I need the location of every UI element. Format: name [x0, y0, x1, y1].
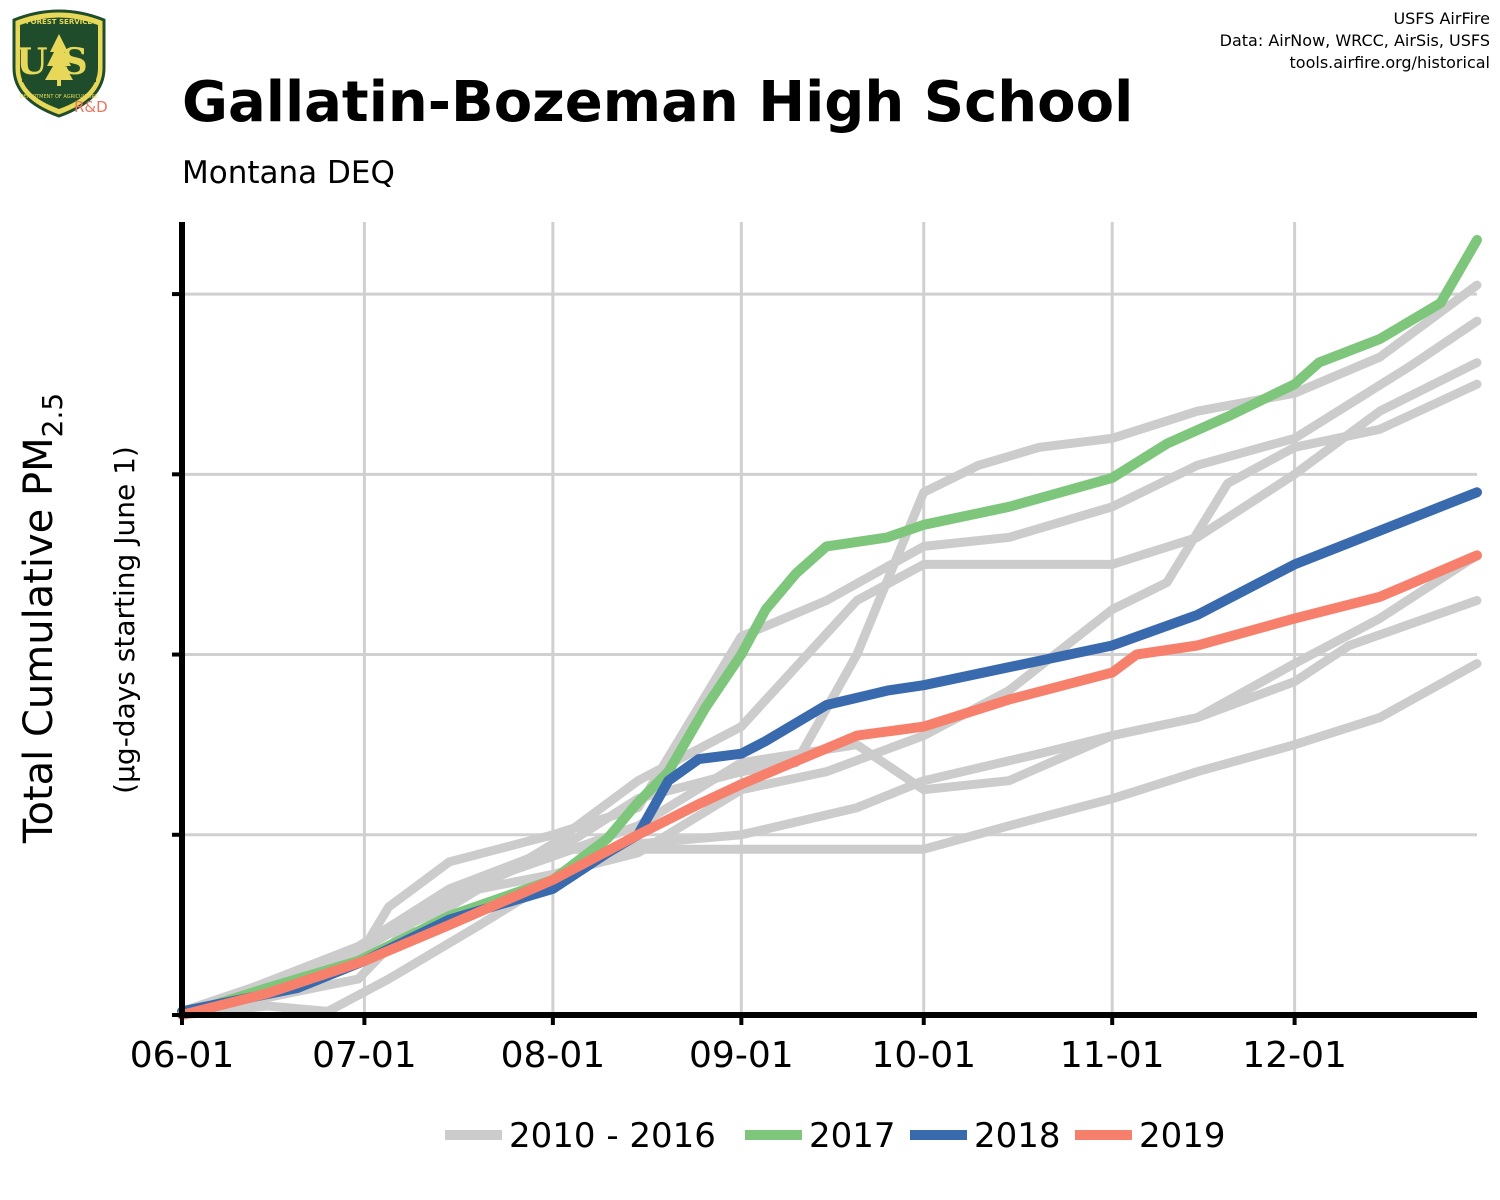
chart-subtitle: Montana DEQ — [182, 155, 395, 191]
series-line-historical — [177, 316, 1482, 1020]
legend-label: 2017 — [809, 1116, 896, 1156]
legend-label: 2010 - 2016 — [509, 1116, 716, 1156]
series-line-2019 — [177, 550, 1482, 1020]
y-axis-title: Total Cumulative PM2.5 — [16, 393, 69, 844]
logo-tag: R&D — [74, 98, 108, 116]
x-tick-label: 07-01 — [312, 1035, 417, 1076]
y-axis-label: Total Cumulative PM2.5 (µg-days starting … — [16, 393, 141, 844]
legend-label: 2018 — [974, 1116, 1061, 1156]
chart-title: Gallatin-Bozeman High School — [182, 70, 1134, 135]
series-line-historical — [177, 596, 1482, 1020]
x-tick-label: 10-01 — [871, 1035, 976, 1076]
credits: USFS AirFire Data: AirNow, WRCC, AirSis,… — [1220, 8, 1490, 74]
x-tick-label: 11-01 — [1060, 1035, 1165, 1076]
credit-line: tools.airfire.org/historical — [1289, 53, 1490, 72]
grid — [180, 222, 1477, 1015]
series-line-historical — [177, 550, 1482, 1020]
y-axis-subtitle: (µg-days starting June 1) — [108, 446, 141, 794]
series-lines — [177, 235, 1482, 1020]
logo-text-top: FOREST SERVICE — [26, 18, 93, 26]
credit-line: USFS AirFire — [1393, 9, 1490, 28]
logo-text-bottom: DEPARTMENT OF AGRICULTURE — [20, 94, 98, 100]
x-tick-label: 08-01 — [501, 1035, 606, 1076]
tree-icon — [45, 34, 73, 80]
usfs-shield-icon: FOREST SERVICE US DEPARTMENT OF AGRICULT… — [12, 9, 106, 118]
legend-label: 2019 — [1139, 1116, 1226, 1156]
usfs-logo: FOREST SERVICE US DEPARTMENT OF AGRICULT… — [6, 8, 112, 118]
axes — [172, 222, 1477, 1018]
x-ticks: 06-01 07-01 08-01 09-01 10-01 11-01 12-01 — [130, 1015, 1347, 1076]
credit-line: Data: AirNow, WRCC, AirSis, USFS — [1219, 31, 1490, 50]
legend: 2010 - 2016 2017 2018 2019 — [445, 1116, 1226, 1156]
x-tick-label: 12-01 — [1242, 1035, 1347, 1076]
x-tick-label: 06-01 — [130, 1035, 235, 1076]
x-tick-label: 09-01 — [689, 1035, 794, 1076]
